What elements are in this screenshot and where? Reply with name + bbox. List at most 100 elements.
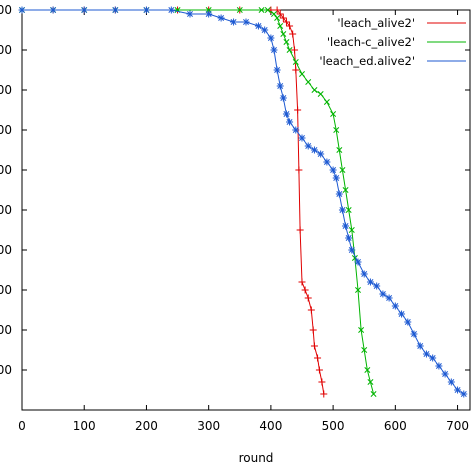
legend-item: 'leach-c_alive2' bbox=[327, 35, 466, 49]
data-point bbox=[447, 378, 455, 386]
data-point bbox=[429, 354, 437, 362]
data-point bbox=[391, 302, 399, 310]
data-point bbox=[410, 330, 418, 338]
data-point bbox=[370, 391, 377, 397]
data-point bbox=[80, 6, 88, 14]
data-point bbox=[338, 206, 346, 214]
data-point bbox=[361, 347, 368, 353]
data-point bbox=[339, 167, 346, 173]
x-axis-title: round bbox=[239, 451, 274, 465]
data-point bbox=[454, 386, 462, 394]
data-point bbox=[323, 158, 331, 166]
data-point bbox=[332, 174, 340, 182]
x-tick-label: 400 bbox=[259, 419, 282, 433]
x-tick-label: 300 bbox=[197, 419, 220, 433]
data-point bbox=[354, 258, 362, 266]
data-point bbox=[314, 354, 322, 362]
data-point bbox=[311, 87, 318, 93]
y-tick-label: 00 bbox=[0, 323, 12, 337]
data-point bbox=[360, 270, 368, 278]
data-point bbox=[292, 126, 300, 134]
data-point bbox=[277, 23, 284, 29]
data-point bbox=[333, 127, 340, 133]
data-point bbox=[167, 6, 175, 14]
data-point bbox=[342, 187, 349, 193]
legend-label: 'leach_alive2' bbox=[337, 16, 415, 30]
data-point bbox=[460, 390, 468, 398]
y-tick-label: 00 bbox=[0, 83, 12, 97]
data-point bbox=[315, 366, 323, 374]
data-point bbox=[309, 326, 317, 334]
data-point bbox=[142, 6, 150, 14]
y-tick-label: 00 bbox=[0, 243, 12, 257]
x-tick-label: 600 bbox=[384, 419, 407, 433]
data-point bbox=[301, 286, 309, 294]
data-point bbox=[271, 11, 277, 17]
legend-item: 'leach_ed.alive2' bbox=[319, 54, 466, 68]
series-1 bbox=[18, 6, 328, 398]
legend-item: 'leach_alive2' bbox=[337, 16, 466, 30]
data-point bbox=[373, 282, 381, 290]
data-point bbox=[364, 367, 371, 373]
x-tick-label: 0 bbox=[18, 419, 26, 433]
x-axis: 0 100 200 300 400 500 600 700 bbox=[18, 10, 469, 433]
data-point bbox=[273, 6, 281, 14]
data-point bbox=[307, 306, 315, 314]
data-point bbox=[348, 227, 355, 233]
series-line bbox=[22, 9, 375, 395]
data-point bbox=[205, 10, 213, 18]
data-point bbox=[398, 310, 406, 318]
data-point bbox=[298, 278, 306, 286]
data-point bbox=[261, 26, 269, 34]
data-point bbox=[286, 118, 294, 126]
data-point bbox=[295, 166, 303, 174]
data-point bbox=[348, 246, 356, 254]
data-point bbox=[279, 94, 287, 102]
data-point bbox=[379, 290, 387, 298]
data-point bbox=[294, 106, 302, 114]
data-point bbox=[336, 147, 343, 153]
data-point bbox=[186, 10, 194, 18]
data-point bbox=[342, 222, 350, 230]
plot-frame bbox=[21, 9, 471, 411]
data-point bbox=[320, 390, 328, 398]
data-point bbox=[273, 66, 281, 74]
data-point bbox=[305, 79, 312, 85]
data-point bbox=[299, 71, 305, 77]
data-point bbox=[280, 31, 287, 37]
data-point bbox=[264, 7, 271, 13]
x-tick-label: 500 bbox=[322, 419, 345, 433]
data-point bbox=[310, 342, 318, 350]
data-point bbox=[289, 30, 297, 38]
data-point bbox=[416, 342, 424, 350]
data-point bbox=[298, 134, 306, 142]
x-tick-label: 200 bbox=[135, 419, 158, 433]
legend-label: 'leach_ed.alive2' bbox=[319, 54, 415, 68]
data-point bbox=[366, 278, 374, 286]
data-point bbox=[236, 7, 243, 13]
series-line bbox=[22, 9, 325, 395]
data-point bbox=[385, 294, 393, 302]
data-point bbox=[111, 6, 119, 14]
y-tick-label: 00 bbox=[0, 283, 12, 297]
data-point bbox=[286, 47, 293, 53]
data-point bbox=[422, 350, 430, 358]
legend-label: 'leach-c_alive2' bbox=[327, 35, 415, 49]
series-3 bbox=[18, 6, 468, 398]
data-point bbox=[242, 18, 250, 26]
data-point bbox=[283, 39, 290, 45]
data-point bbox=[358, 327, 365, 333]
y-tick-label: 00 bbox=[0, 363, 12, 377]
data-point bbox=[317, 91, 324, 97]
data-point bbox=[304, 142, 312, 150]
y-tick-label: 00 bbox=[0, 163, 12, 177]
data-point bbox=[335, 190, 343, 198]
y-tick-label: 00 bbox=[0, 43, 12, 57]
data-point bbox=[330, 111, 337, 117]
x-tick-label: 100 bbox=[73, 419, 96, 433]
data-point bbox=[291, 46, 299, 54]
data-point bbox=[286, 22, 294, 30]
data-point bbox=[274, 15, 281, 21]
data-point bbox=[292, 66, 300, 74]
